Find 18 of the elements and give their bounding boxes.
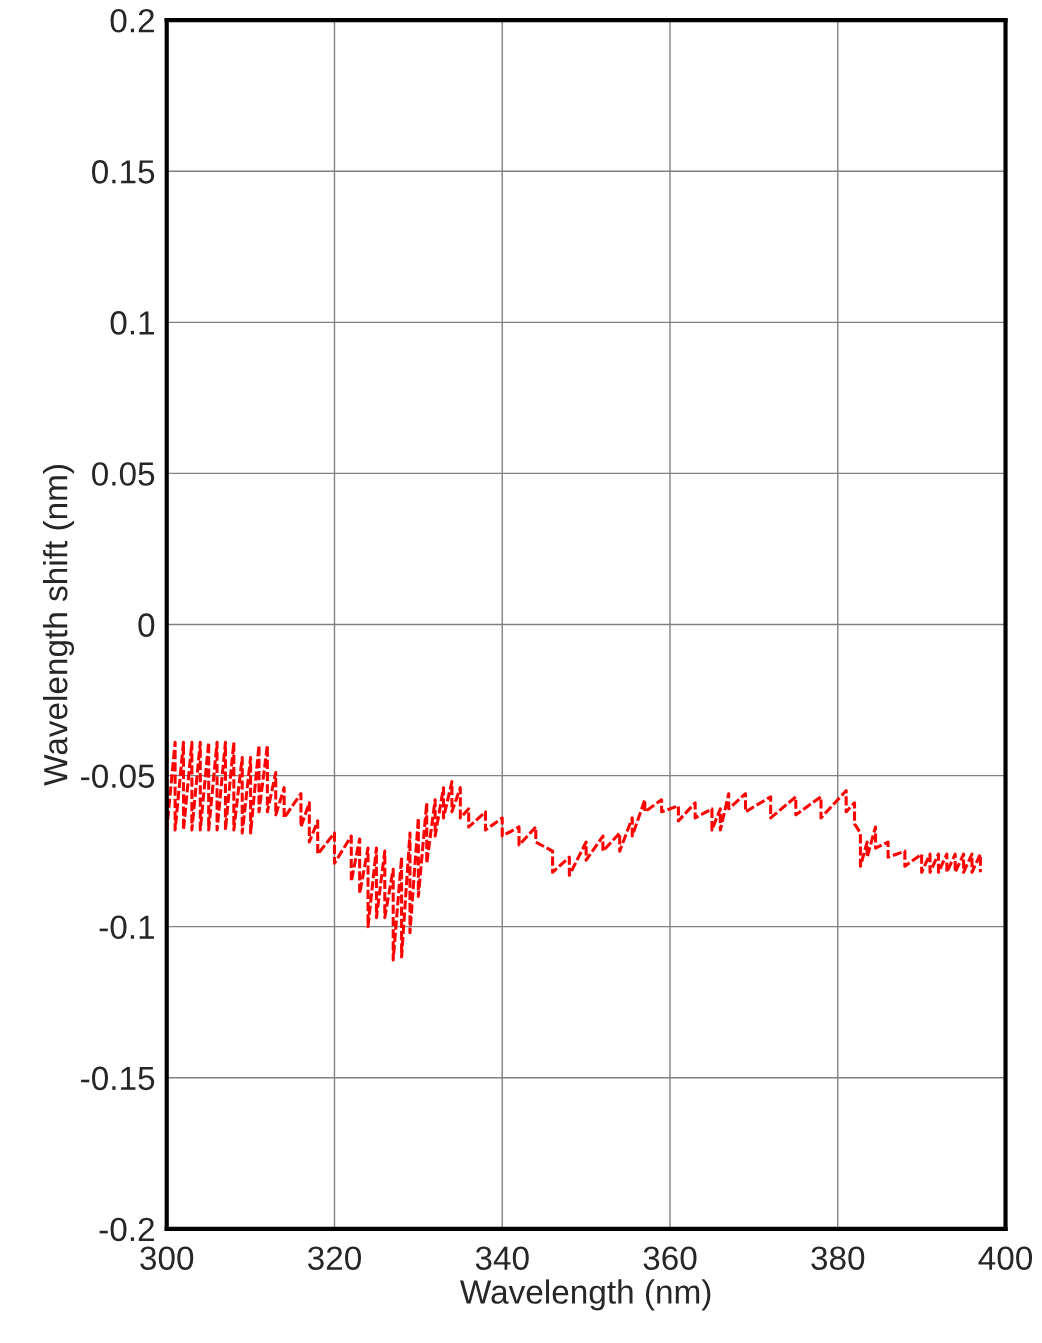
x-tick-label: 320: [307, 1246, 361, 1270]
y-tick-label: 0.2: [110, 8, 154, 33]
x-tick-label: 300: [140, 1246, 194, 1270]
line-series: [166, 740, 982, 962]
x-tick-label: 340: [475, 1246, 529, 1270]
x-tick-label: 400: [978, 1246, 1033, 1270]
y-tick-label: -0.15: [81, 1066, 155, 1091]
x-tick-label: 380: [811, 1246, 865, 1270]
y-tick-label: -0.05: [81, 764, 155, 788]
y-tick-label: -0.2: [99, 1217, 154, 1242]
x-tick-label: 360: [643, 1246, 697, 1270]
y-tick-label: 0.05: [92, 462, 155, 486]
y-tick-label: 0: [138, 613, 155, 637]
x-axis-title: Wavelength (nm): [460, 1279, 711, 1311]
y-tick-label: 0.1: [110, 311, 154, 335]
y-tick-label: -0.1: [99, 915, 154, 940]
y-tick-label: 0.15: [92, 160, 155, 184]
y-axis-title: Wavelength shift (nm): [43, 465, 75, 786]
